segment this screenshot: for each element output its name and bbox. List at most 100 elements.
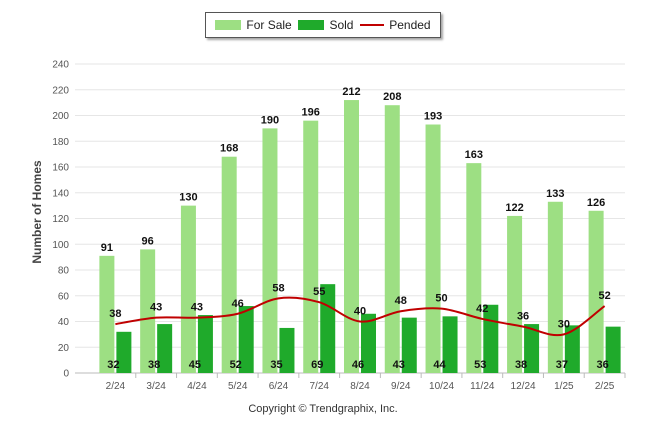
y-tick-label: 20 [58,343,70,354]
pended-value-label: 36 [517,311,529,323]
bar-sold[interactable] [279,327,295,373]
pended-value-label: 40 [354,306,366,318]
y-tick-label: 80 [58,266,70,277]
pended-value-label: 38 [109,308,121,320]
sold-value-label: 46 [352,359,364,371]
pended-value-label: 43 [150,302,162,314]
for-sale-value-label: 208 [383,91,401,103]
bar-for-sale[interactable] [262,128,278,373]
bar-for-sale[interactable] [180,205,196,373]
legend: For Sale Sold Pended [205,12,441,38]
x-tick-label: 2/24 [106,381,126,392]
x-tick-label: 3/24 [146,381,166,392]
y-tick-label: 200 [52,111,69,122]
y-axis-label: Number of Homes [30,160,44,264]
pended-value-label: 55 [313,286,325,298]
bar-sold[interactable] [442,316,458,373]
for-sale-value-label: 130 [179,192,197,204]
y-tick-label: 100 [52,240,69,251]
bar-sold[interactable] [361,313,376,373]
bar-for-sale[interactable] [99,255,115,373]
copyright-text: Copyright © Trendgraphix, Inc. [248,403,398,415]
y-tick-label: 180 [52,137,69,148]
bar-for-sale[interactable] [221,156,237,373]
sold-swatch [298,20,325,30]
pended-value-label: 58 [272,282,284,294]
pended-value-label: 52 [598,290,610,302]
bar-sold[interactable] [157,324,173,373]
for-sale-value-label: 190 [261,114,279,126]
x-tick-label: 7/24 [309,381,329,392]
for-sale-value-label: 133 [546,188,564,200]
x-tick-label: 5/24 [228,381,248,392]
for-sale-value-label: 163 [465,149,483,161]
y-tick-label: 40 [58,317,70,328]
y-tick-label: 160 [52,163,69,174]
bar-sold[interactable] [116,331,132,373]
legend-item-sold[interactable]: Sold [298,18,353,32]
for-sale-value-label: 193 [424,111,442,123]
y-tick-label: 0 [63,369,69,380]
legend-item-pended[interactable]: Pended [360,18,431,32]
x-tick-label: 8/24 [350,381,370,392]
bar-for-sale[interactable] [466,163,482,373]
x-tick-label: 11/24 [470,381,495,392]
x-axis-ticks: 2/24 3/24 4/24 5/24 6/24 7/24 8/24 9/24 10/24 11/… [106,373,626,392]
bar-for-sale[interactable] [547,201,563,373]
pended-line-layer [115,296,606,337]
y-tick-label: 140 [52,188,69,199]
sold-value-label: 38 [148,359,160,371]
bar-for-sale[interactable] [140,249,156,373]
pended-value-label: 30 [558,318,570,330]
x-tick-label: 10/24 [429,381,454,392]
for-sale-value-label: 212 [342,86,360,98]
bar-for-sale[interactable] [507,215,523,373]
y-tick-label: 240 [52,60,69,71]
y-tick-label: 120 [52,214,69,225]
bars [99,100,621,374]
bar-sold[interactable] [320,284,336,373]
pended-value-label: 46 [232,298,244,310]
sold-value-label: 35 [270,359,282,371]
sold-value-label: 36 [596,359,608,371]
pended-value-label: 50 [435,293,447,305]
bar-sold[interactable] [238,306,254,373]
sold-value-label: 44 [433,359,446,371]
for-sale-value-label: 122 [505,202,523,214]
for-sale-value-label: 196 [302,107,320,119]
y-tick-label: 220 [52,85,69,96]
for-sale-value-label: 91 [101,242,113,254]
legend-item-for-sale[interactable]: For Sale [215,18,292,32]
bar-for-sale[interactable] [425,124,441,373]
for-sale-value-label: 126 [587,197,605,209]
for-sale-swatch [215,20,242,30]
legend-label-sold: Sold [329,18,354,32]
legend-label-for-sale: For Sale [246,18,292,32]
bar-sold[interactable] [197,315,213,373]
sold-value-label: 45 [189,359,201,371]
bar-for-sale[interactable] [384,105,400,373]
sold-value-label: 53 [474,359,486,371]
sold-value-label: 52 [230,359,242,371]
sold-value-label: 32 [107,359,119,371]
for-sale-value-label: 168 [220,143,238,155]
data-labels: 91 32 96 38 130 45 168 52 190 35 196 69 212 46 208 43 19… [101,86,611,371]
sold-value-label: 37 [556,359,568,371]
sold-value-label: 69 [311,359,323,371]
sold-value-label: 43 [393,359,405,371]
x-tick-label: 2/25 [595,381,615,392]
pended-line[interactable] [115,296,606,337]
bar-sold[interactable] [524,324,540,373]
bar-sold[interactable] [605,326,621,373]
x-tick-label: 1/25 [554,381,574,392]
bar-sold[interactable] [401,317,417,373]
bar-for-sale[interactable] [588,210,604,373]
bar-for-sale[interactable] [344,100,359,374]
bar-for-sale[interactable] [303,120,319,374]
x-tick-label: 12/24 [511,381,536,392]
bar-sold[interactable] [564,325,580,373]
y-tick-label: 60 [58,291,70,302]
x-tick-label: 4/24 [187,381,207,392]
for-sale-value-label: 96 [142,235,154,247]
